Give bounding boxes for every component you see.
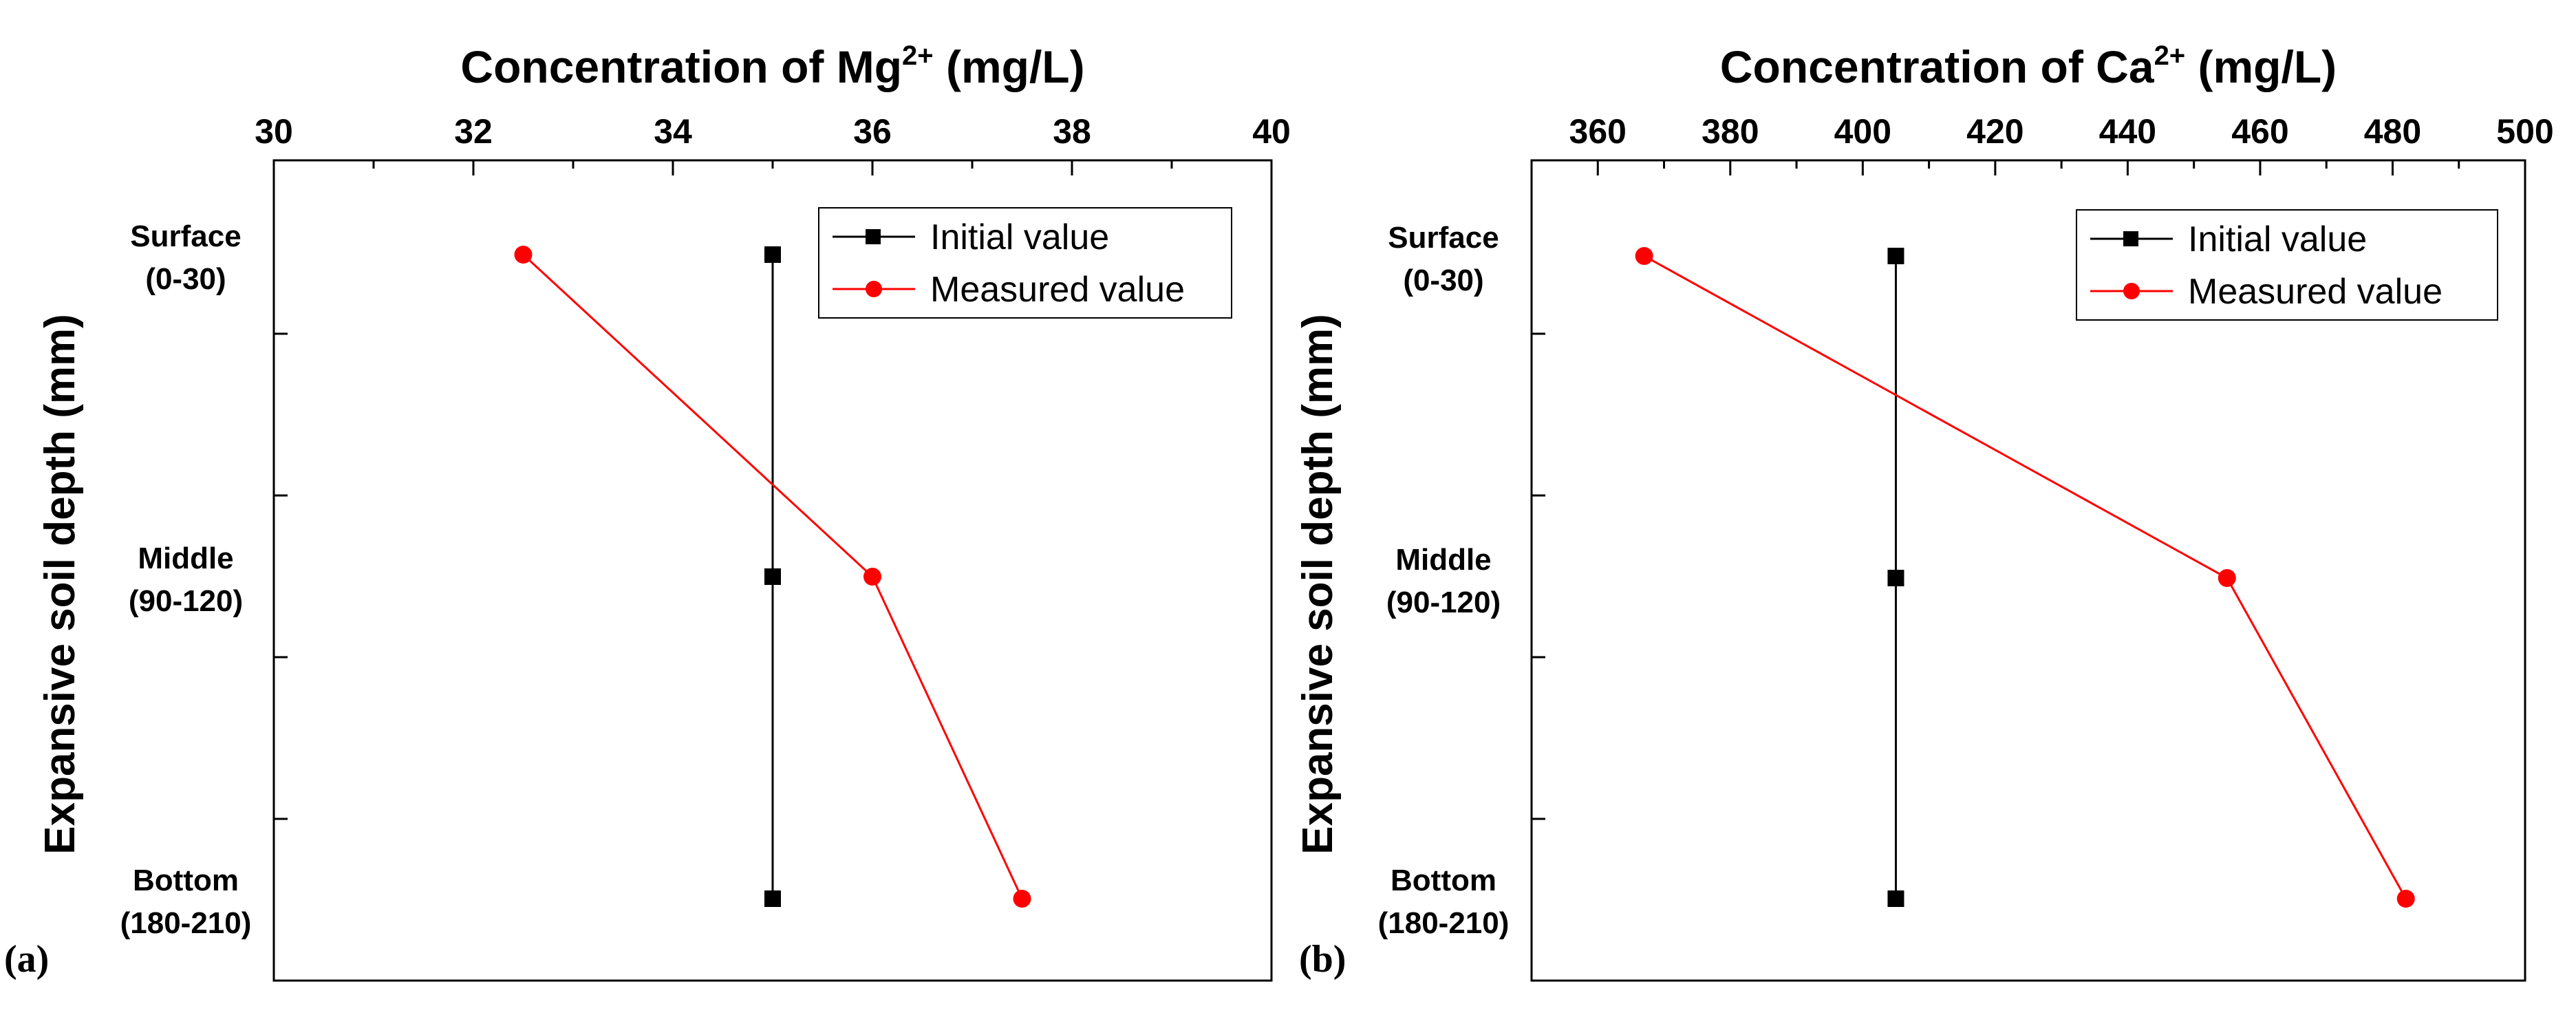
data-point-circle <box>2218 569 2236 587</box>
legend-label: Initial value <box>2188 220 2367 259</box>
category-name: Surface <box>1388 221 1499 255</box>
data-point-square <box>1887 890 1904 907</box>
series-line-measured <box>1643 255 2407 899</box>
legend-box <box>818 207 1232 319</box>
title-main: Concentration of Mg <box>460 41 902 92</box>
legend-label: Measured value <box>930 270 1185 310</box>
chart-title: Concentration of Ca2+ (mg/L) <box>1720 41 2337 92</box>
legend-marker-circle <box>866 281 882 297</box>
category-range: (90-120) <box>129 584 243 618</box>
data-point-circle <box>514 246 533 264</box>
x-tick-label: 500 <box>2496 112 2553 151</box>
data-point-square <box>764 246 781 263</box>
legend-box <box>2076 209 2498 321</box>
x-tick-label: 34 <box>654 112 692 151</box>
x-tick-label: 460 <box>2231 112 2288 151</box>
x-tick-label: 38 <box>1053 112 1091 151</box>
category-name: Middle <box>1395 543 1491 577</box>
title-unit: (mg/L) <box>934 41 1085 92</box>
category-range: (0-30) <box>145 262 226 296</box>
legend-label: Measured value <box>2188 272 2443 312</box>
plot-frame <box>1530 159 2526 982</box>
data-point-square <box>764 890 781 907</box>
category-name: Bottom <box>1391 864 1496 897</box>
x-tick-label: 480 <box>2364 112 2421 151</box>
category-range: (90-120) <box>1386 586 1501 619</box>
chart-title: Concentration of Mg2+ (mg/L) <box>460 41 1084 92</box>
chart-panel-b: Concentration of Ca2+ (mg/L) 360 380 400 420… <box>1294 41 2554 982</box>
x-tick-label: 380 <box>1702 112 1759 151</box>
legend-marker-square <box>2123 231 2138 246</box>
x-tick-label: 420 <box>1966 112 2024 151</box>
title-superscript: 2+ <box>902 41 934 71</box>
legend-marker-square <box>866 229 881 244</box>
x-tick-label: 400 <box>1834 112 1891 151</box>
x-tick-label: 40 <box>1252 112 1291 151</box>
data-point-circle <box>1013 890 1031 908</box>
data-point-square <box>1887 248 1904 264</box>
legend-marker-circle <box>2123 283 2140 299</box>
category-name: Middle <box>138 542 233 575</box>
chart-panel-a: Concentration of Mg2+ (mg/L) 30 32 34 36 38 40… <box>4 41 1291 982</box>
panel-letter: (b) <box>1299 938 1346 981</box>
x-tick-label: 36 <box>853 112 892 151</box>
category-range: (180-210) <box>120 906 252 940</box>
data-point-square <box>1887 570 1904 586</box>
data-point-circle <box>2396 890 2415 908</box>
data-point-circle <box>1635 247 1653 265</box>
category-range: (0-30) <box>1403 264 1483 297</box>
y-axis-label: Expansive soil depth (mm) <box>1294 314 1342 855</box>
y-axis-label: Expansive soil depth (mm) <box>36 314 84 855</box>
category-name: Surface <box>130 220 241 253</box>
x-tick-label: 30 <box>255 112 293 151</box>
data-point-circle <box>863 568 881 586</box>
x-tick-label: 360 <box>1569 112 1627 151</box>
category-range: (180-210) <box>1378 906 1510 940</box>
title-superscript: 2+ <box>2154 41 2186 71</box>
panel-letter: (a) <box>4 938 49 981</box>
data-point-square <box>764 568 781 585</box>
title-unit: (mg/L) <box>2185 41 2337 92</box>
title-main: Concentration of Ca <box>1720 41 2155 92</box>
category-name: Bottom <box>133 864 239 897</box>
legend-label: Initial value <box>930 217 1109 257</box>
x-tick-label: 440 <box>2099 112 2156 151</box>
x-tick-label: 32 <box>454 112 493 151</box>
